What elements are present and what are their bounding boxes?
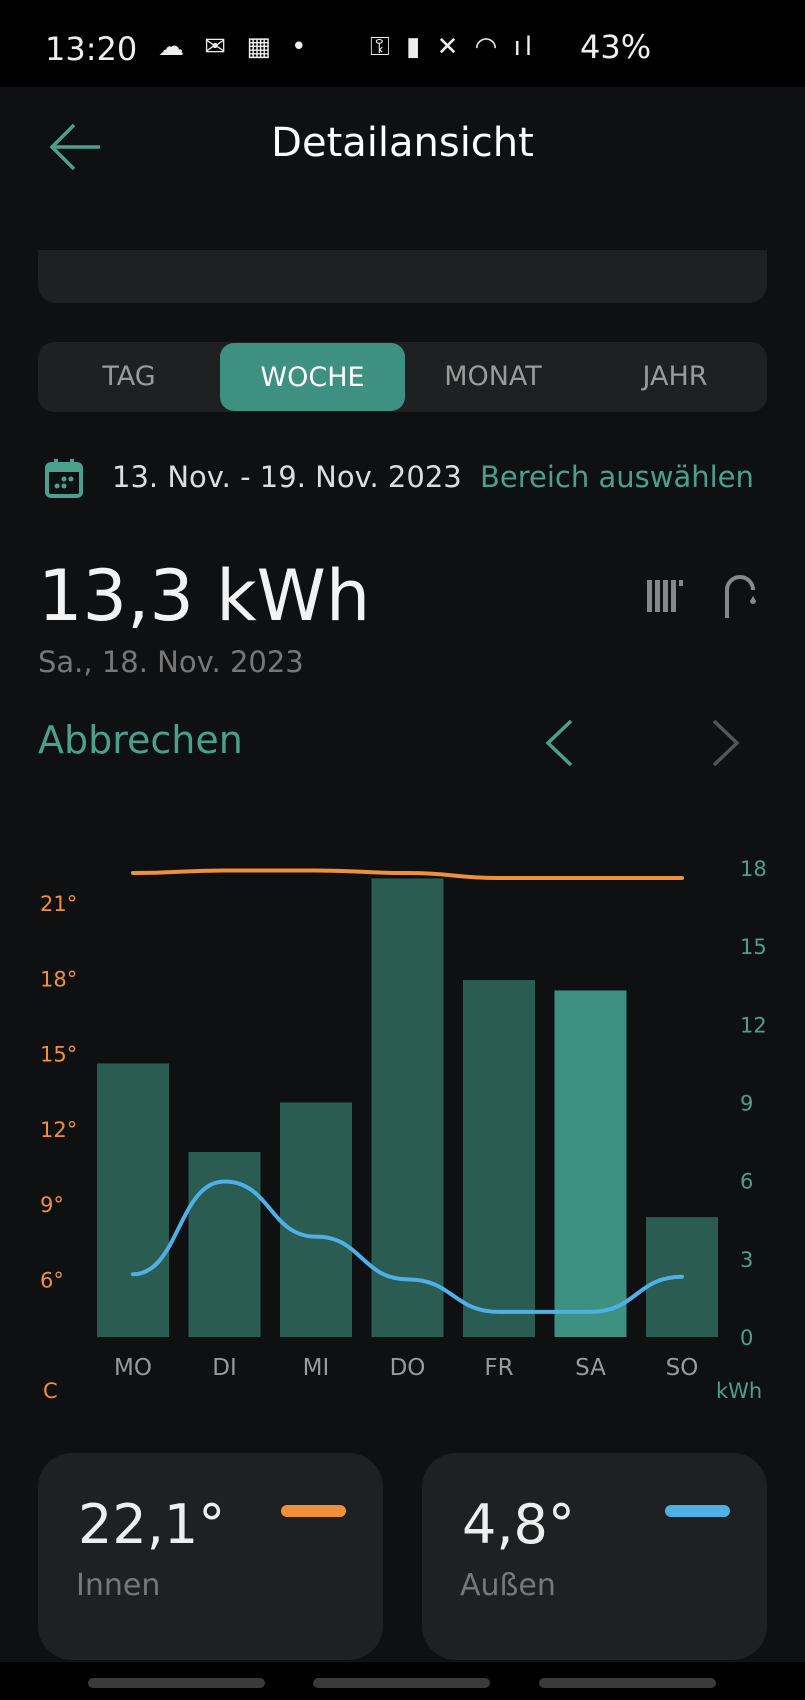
back-arrow-icon[interactable] — [48, 122, 104, 172]
outdoor-legend-swatch — [665, 1505, 730, 1517]
energy-chart: 6° 9° 12° 15° 18° 21° 0 3 6 9 12 15 18 MO DI MI DO FR SA SO… — [40, 857, 767, 1403]
nav-home-button[interactable] — [313, 1678, 490, 1688]
nav-recents-button[interactable] — [88, 1678, 265, 1688]
indoor-temp-card: 22,1° Innen — [38, 1453, 383, 1660]
tab-monat[interactable]: MONAT — [444, 361, 542, 392]
indoor-temp-label: Innen — [76, 1568, 161, 1603]
x-tick-label: MI — [303, 1355, 330, 1381]
page-title: Detailansicht — [271, 120, 534, 166]
tab-jahr[interactable]: JAHR — [642, 361, 708, 392]
x-tick-label: MO — [114, 1355, 152, 1381]
right-tick-label: 6 — [740, 1170, 753, 1194]
cancel-button[interactable]: Abbrechen — [38, 718, 243, 762]
left-tick-label: 6° — [40, 1268, 64, 1292]
tab-woche[interactable]: WOCHE — [220, 343, 405, 411]
tab-tag[interactable]: TAG — [102, 361, 156, 392]
status-time: 13:20 — [45, 30, 138, 68]
system-icons: ⚿ ▮ ✕ ◠ ıl — [370, 32, 537, 62]
right-tick-label: 12 — [740, 1013, 767, 1037]
selected-date: Sa., 18. Nov. 2023 — [38, 645, 304, 679]
indoor-temp-line — [131, 868, 684, 881]
right-tick-label: 18 — [740, 857, 767, 881]
outdoor-temp-label: Außen — [460, 1568, 556, 1603]
right-tick-label: 15 — [740, 935, 767, 959]
left-tick-label: 9° — [40, 1193, 64, 1217]
scrolled-card — [38, 250, 767, 303]
notification-icons: ☁ ✉ ▦ • — [158, 32, 313, 62]
indoor-temp-value: 22,1° — [78, 1493, 226, 1556]
x-tick-label: FR — [484, 1355, 513, 1381]
faucet-icon[interactable] — [722, 572, 760, 620]
bar-mo[interactable] — [97, 1063, 169, 1337]
outdoor-temp-value: 4,8° — [462, 1493, 575, 1556]
select-range-link[interactable]: Bereich auswählen — [480, 460, 754, 494]
x-tick-label: SA — [575, 1355, 606, 1381]
right-tick-label: 3 — [740, 1248, 753, 1272]
calendar-icon — [45, 459, 83, 498]
bar-fr[interactable] — [463, 980, 535, 1337]
x-tick-label: SO — [666, 1355, 699, 1381]
battery-level: 43% — [580, 28, 652, 66]
status-bar: 13:20 ☁ ✉ ▦ • ⚿ ▮ ✕ ◠ ıl 43% — [0, 0, 805, 87]
left-tick-label: 12° — [40, 1118, 77, 1142]
nav-back-button[interactable] — [539, 1678, 716, 1688]
left-tick-label: 21° — [40, 892, 77, 916]
navigation-bar — [0, 1662, 805, 1700]
right-tick-label: 0 — [740, 1326, 753, 1350]
radiator-icon[interactable] — [645, 578, 687, 614]
outdoor-temp-line — [131, 1179, 684, 1314]
outdoor-temp-card: 4,8° Außen — [422, 1453, 767, 1660]
date-range: 13. Nov. - 19. Nov. 2023 — [112, 460, 462, 494]
bar-sa[interactable] — [554, 990, 627, 1337]
left-tick-label: 18° — [40, 967, 77, 991]
period-tabs: TAG WOCHE MONAT JAHR — [38, 342, 767, 412]
right-axis-unit: kWh — [716, 1379, 762, 1403]
left-axis-unit: C — [43, 1379, 58, 1403]
energy-value: 13,3 kWh — [38, 555, 371, 637]
bar-do[interactable] — [371, 878, 444, 1337]
chevron-left-icon[interactable] — [543, 718, 575, 768]
x-tick-label: DO — [390, 1355, 426, 1381]
right-tick-label: 9 — [740, 1092, 753, 1116]
indoor-legend-swatch — [281, 1505, 346, 1517]
chevron-right-icon[interactable] — [710, 718, 742, 768]
left-tick-label: 15° — [40, 1043, 77, 1067]
bar-mi[interactable] — [280, 1102, 352, 1338]
x-tick-label: DI — [212, 1355, 237, 1381]
